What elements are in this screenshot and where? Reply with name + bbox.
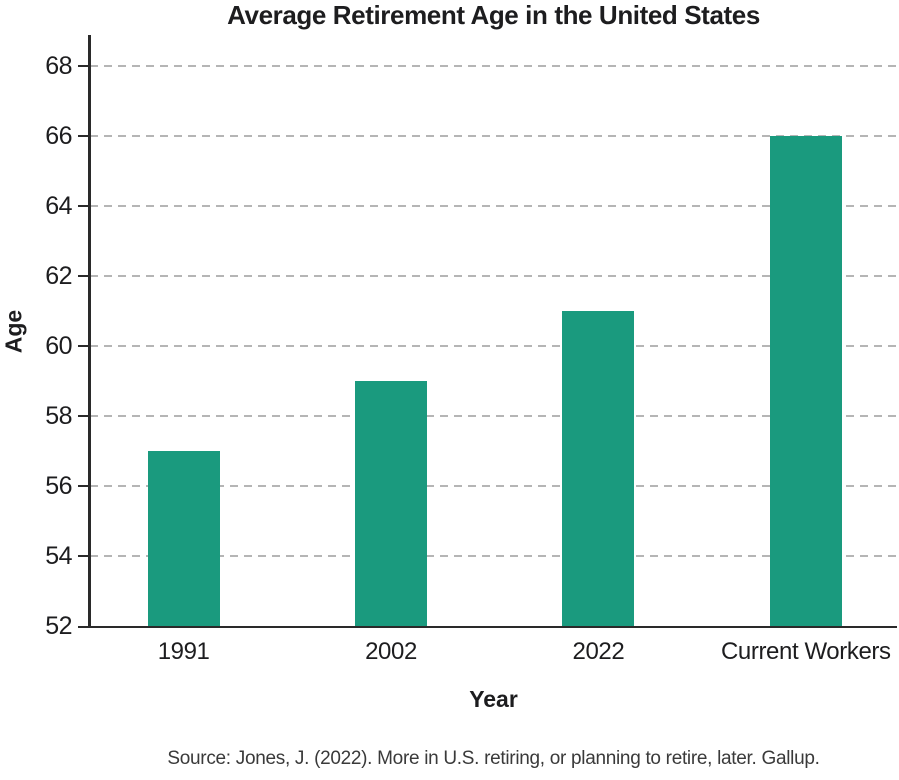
gridline-y-62: [90, 275, 897, 277]
x-axis-spine: [78, 625, 897, 628]
y-tick-label-64: 64: [45, 192, 72, 220]
x-tick-label-current-workers: Current Workers: [720, 638, 891, 665]
bar-1991: [147, 451, 220, 626]
y-tick-mark-58: [78, 414, 90, 418]
y-tick-mark-64: [78, 204, 90, 208]
y-tick-mark-62: [78, 274, 90, 278]
x-axis-label: Year: [469, 686, 518, 712]
chart-title: Average Retirement Age in the United Sta…: [227, 0, 760, 30]
y-tick-label-62: 62: [45, 262, 72, 290]
x-tick-label-2022: 2022: [572, 638, 625, 665]
y-tick-mark-54: [78, 554, 90, 558]
y-tick-label-56: 56: [45, 472, 72, 500]
gridline-y-64: [90, 205, 897, 207]
gridline-y-56: [90, 485, 897, 487]
gridline-y-66: [90, 135, 897, 137]
y-tick-label-58: 58: [45, 402, 72, 430]
y-tick-label-66: 66: [45, 122, 72, 150]
y-tick-mark-68: [78, 64, 90, 68]
gridline-y-60: [90, 345, 897, 347]
source-caption: Source: Jones, J. (2022). More in U.S. r…: [167, 748, 820, 769]
bar-2022: [562, 311, 635, 626]
gridline-y-68: [90, 65, 897, 67]
plot-area: [90, 35, 897, 626]
y-tick-label-54: 54: [45, 542, 72, 570]
y-tick-mark-56: [78, 484, 90, 488]
bar-current-workers: [769, 136, 842, 626]
gridline-y-58: [90, 415, 897, 417]
bar-2002: [355, 381, 427, 626]
y-tick-mark-60: [78, 344, 90, 348]
y-tick-label-52: 52: [45, 612, 72, 640]
x-tick-label-2002: 2002: [365, 638, 417, 665]
y-axis-spine: [88, 35, 91, 626]
y-tick-mark-66: [78, 134, 90, 138]
y-tick-label-68: 68: [45, 52, 72, 80]
gridline-y-54: [90, 555, 897, 557]
y-tick-label-60: 60: [45, 332, 72, 360]
x-tick-label-1991: 1991: [157, 638, 210, 665]
